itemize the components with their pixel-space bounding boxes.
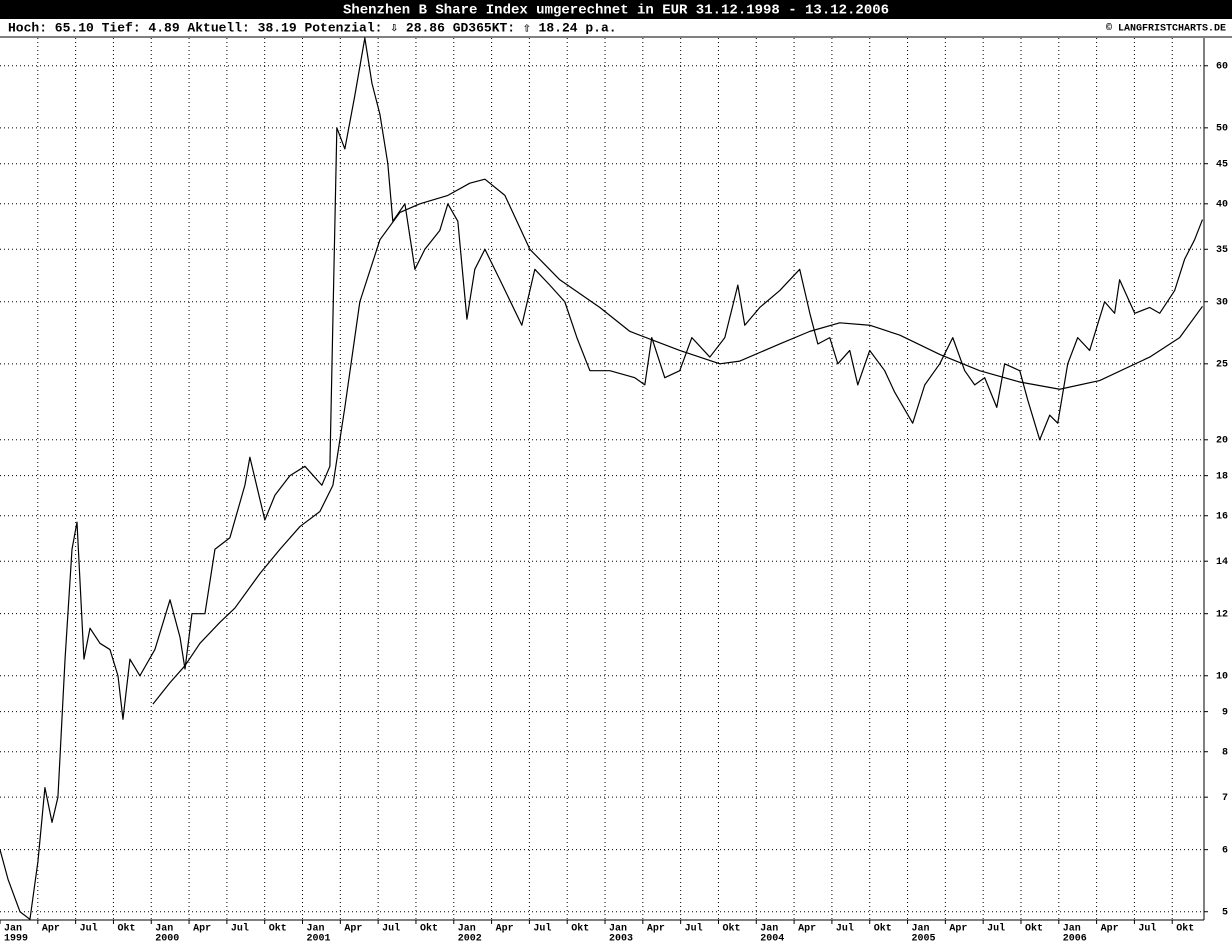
x-tick-label: Okt <box>420 923 438 935</box>
year-label: 2000 <box>155 934 179 944</box>
x-tick-label: Jul <box>987 923 1005 935</box>
x-tick-label: Apr <box>42 924 60 935</box>
y-tick-label: 7 <box>1222 793 1228 804</box>
y-tick-label: 12 <box>1216 609 1228 620</box>
x-tick-label: Okt <box>874 923 892 935</box>
x-tick-label: Jan <box>1063 924 1081 935</box>
x-tick-label: Jan <box>4 924 22 935</box>
y-tick-label: 60 <box>1216 61 1228 72</box>
x-tick-label: Apr <box>949 924 967 935</box>
y-tick-label: 35 <box>1216 245 1228 256</box>
info-line: Hoch: 65.10 Tief: 4.89 Aktuell: 38.19 Po… <box>8 20 617 35</box>
year-label: 2002 <box>458 934 482 944</box>
x-tick-label: Apr <box>1101 924 1119 935</box>
y-tick-label: 10 <box>1216 671 1228 682</box>
x-tick-label: Jul <box>382 923 400 935</box>
y-tick-label: 30 <box>1216 297 1228 308</box>
line-series <box>0 37 1204 920</box>
x-tick-label: Okt <box>571 923 589 935</box>
x-tick-label: Jul <box>1138 923 1156 935</box>
copyright: © LANGFRISTCHARTS.DE <box>1106 23 1226 35</box>
y-tick-label: 6 <box>1222 845 1228 856</box>
x-tick-label: Jan <box>760 924 778 935</box>
y-tick-label: 18 <box>1216 471 1228 482</box>
y-tick-label: 25 <box>1216 359 1228 370</box>
y-tick-label: 8 <box>1222 747 1228 758</box>
year-label: 2004 <box>760 934 784 944</box>
x-tick-label: Jul <box>80 923 98 935</box>
x-tick-label: Apr <box>496 924 514 935</box>
chart-title: Shenzhen B Share Index umgerechnet in EU… <box>343 3 889 19</box>
x-tick-label: Jan <box>458 924 476 935</box>
x-tick-label: Jul <box>231 923 249 935</box>
year-label: 2003 <box>609 934 633 944</box>
year-label: 2006 <box>1063 934 1087 944</box>
y-tick-label: 20 <box>1216 435 1228 446</box>
x-tick-label: Okt <box>1176 923 1194 935</box>
y-tick-label: 50 <box>1216 123 1228 134</box>
x-tick-label: Apr <box>193 924 211 935</box>
year-label: 1999 <box>4 934 28 944</box>
y-tick-label: 45 <box>1216 159 1228 170</box>
y-tick-label: 40 <box>1216 199 1228 210</box>
x-tick-label: Apr <box>798 924 816 935</box>
y-tick-label: 5 <box>1222 907 1228 918</box>
x-tick-label: Apr <box>344 924 362 935</box>
y-tick-label: 16 <box>1216 511 1228 522</box>
x-tick-label: Jan <box>609 924 627 935</box>
x-tick-label: Jul <box>533 923 551 935</box>
x-tick-label: Okt <box>117 923 135 935</box>
x-tick-label: Okt <box>269 923 287 935</box>
x-tick-label: Jan <box>307 924 325 935</box>
year-label: 2005 <box>912 934 936 944</box>
x-tick-label: Jul <box>685 923 703 935</box>
x-tick-label: Apr <box>647 924 665 935</box>
year-label: 2001 <box>307 934 331 944</box>
x-tick-label: Jul <box>836 923 854 935</box>
x-tick-label: Okt <box>1025 923 1043 935</box>
line-series <box>152 178 1203 705</box>
title-bar <box>0 0 1232 19</box>
x-tick-label: Okt <box>722 923 740 935</box>
y-tick-label: 9 <box>1222 707 1228 718</box>
x-tick-label: Jan <box>155 924 173 935</box>
x-tick-label: Jan <box>912 924 930 935</box>
y-tick-label: 14 <box>1216 557 1228 568</box>
